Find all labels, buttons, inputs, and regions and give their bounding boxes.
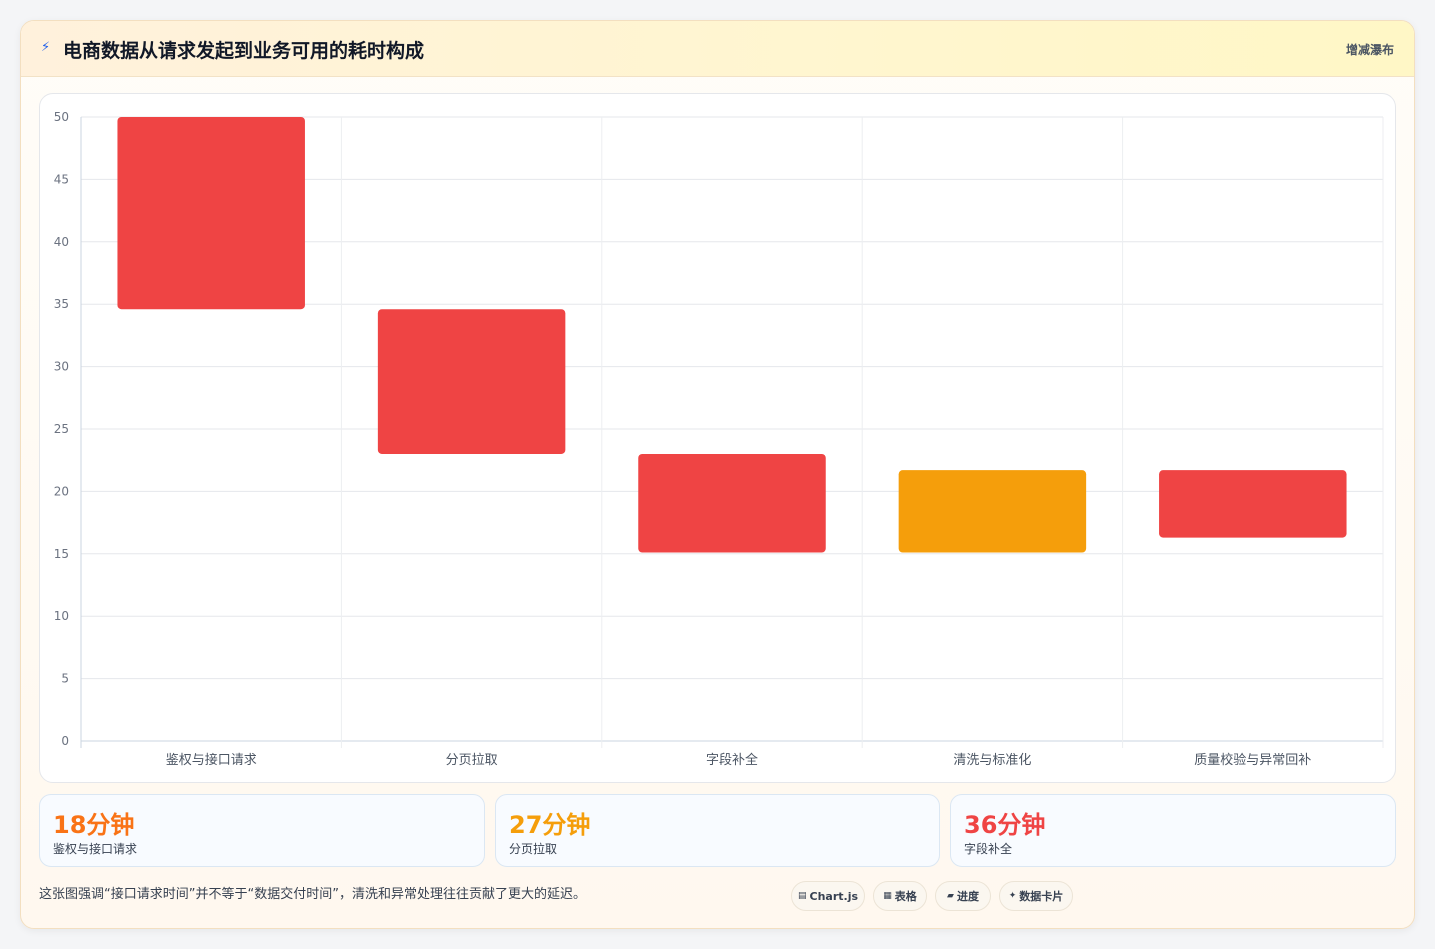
- x-tick-label: 字段补全: [706, 752, 758, 768]
- chip-label: Chart.js: [809, 889, 859, 903]
- footnote: 这张图强调“接口请求时间”并不等于“数据交付时间”，清洗和异常处理往往贡献了更大…: [39, 887, 586, 902]
- y-tick-label: 20: [54, 484, 69, 498]
- x-tick-label: 质量校验与异常回补: [1194, 752, 1311, 768]
- stat-label: 鉴权与接口请求: [53, 842, 138, 856]
- y-tick-label: 45: [54, 172, 69, 186]
- chip-data-card[interactable]: ✦ 数据卡片: [999, 881, 1073, 911]
- stat-value: 18分钟: [53, 811, 135, 839]
- dashboard-card: ⚡︎ 电商数据从请求发起到业务可用的耗时构成 增减瀑布 0 5 10 15 20 25 30…: [20, 20, 1415, 929]
- waterfall-chart: 0 5 10 15 20 25 30 35 40 45 50 鉴权与接口请求 分页拉取 字段补全 清洗与标准…: [54, 110, 1384, 768]
- stat-label: 字段补全: [964, 842, 1013, 856]
- progress-icon: ▰: [947, 891, 954, 901]
- chart-title: 电商数据从请求发起到业务可用的耗时构成: [63, 40, 425, 62]
- bar-3: [638, 453, 826, 553]
- y-tick-label: 35: [54, 297, 69, 311]
- y-tick-label: 10: [54, 609, 69, 623]
- stat-card-auth: 18分钟 鉴权与接口请求: [39, 794, 485, 867]
- y-tick-label: 15: [54, 547, 69, 561]
- sparkle-icon: ✦: [1008, 891, 1017, 901]
- y-tick-label: 5: [61, 672, 69, 686]
- bar-1: [117, 117, 305, 310]
- x-tick-label: 清洗与标准化: [953, 753, 1031, 768]
- chip-table[interactable]: ▦ 表格: [873, 881, 927, 911]
- x-tick-label: 分页拉取: [446, 753, 498, 768]
- bar-5: [1159, 470, 1347, 538]
- bar-2: [377, 309, 566, 454]
- stat-value: 36分钟: [964, 811, 1046, 839]
- x-tick-label: 鉴权与接口请求: [166, 752, 257, 768]
- chip-progress[interactable]: ▰ 进度: [935, 881, 991, 911]
- chart-container: 0 5 10 15 20 25 30 35 40 45 50 鉴权与接口请求 分页拉取 字段补全 清洗与标准…: [39, 93, 1396, 783]
- chart-icon: ▤: [797, 891, 807, 901]
- y-tick-label: 40: [54, 235, 69, 249]
- chip-label: 数据卡片: [1019, 890, 1064, 903]
- y-tick-label: 25: [54, 422, 69, 436]
- lightning-icon: ⚡︎: [41, 40, 51, 55]
- chip-chartjs[interactable]: ▤ Chart.js: [791, 881, 865, 911]
- bar-4: [898, 470, 1087, 553]
- stat-label: 分页拉取: [509, 842, 558, 856]
- chip-label: 进度: [956, 890, 979, 903]
- card-header: ⚡︎ 电商数据从请求发起到业务可用的耗时构成 增减瀑布: [21, 21, 1414, 77]
- stat-card-paging: 27分钟 分页拉取: [495, 794, 940, 867]
- table-icon: ▦: [883, 891, 892, 901]
- chip-label: 表格: [894, 890, 917, 903]
- chart-type-tag: 增减瀑布: [1345, 43, 1394, 57]
- y-tick-label: 30: [54, 360, 69, 374]
- stat-card-fields: 36分钟 字段补全: [950, 794, 1396, 867]
- stat-value: 27分钟: [509, 811, 591, 839]
- y-tick-label: 0: [61, 734, 69, 748]
- y-tick-label: 50: [54, 110, 69, 124]
